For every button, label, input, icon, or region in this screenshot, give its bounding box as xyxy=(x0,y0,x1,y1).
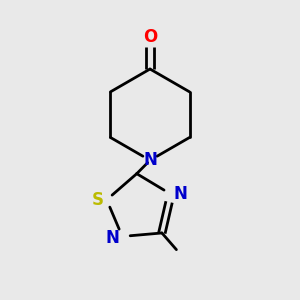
Text: N: N xyxy=(174,185,188,203)
Text: N: N xyxy=(105,229,119,247)
Text: O: O xyxy=(143,28,157,46)
Text: N: N xyxy=(143,151,157,169)
Text: S: S xyxy=(92,191,104,209)
